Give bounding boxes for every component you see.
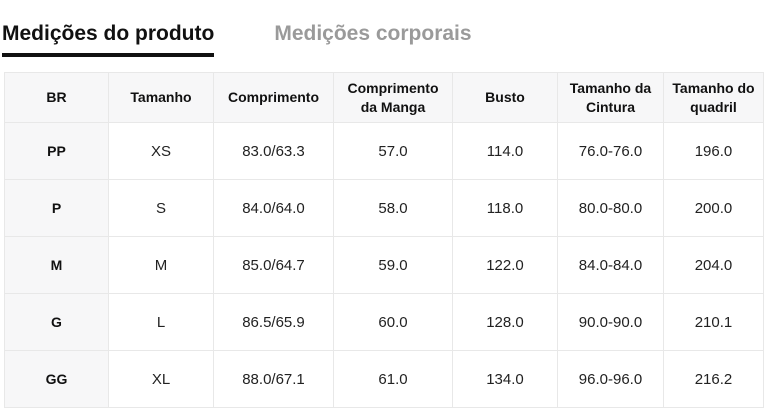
tab-product-measurements[interactable]: Medições do produto [2,21,215,58]
table-cell: XS [108,122,214,180]
tab-bar: Medições do produto Medições corporais [0,0,767,72]
table-cell: 128.0 [452,293,558,351]
row-header-cell: P [4,179,109,237]
row-header-cell: GG [4,350,109,408]
column-header: BR [4,72,109,123]
table-row: P S 84.0/64.0 58.0 118.0 80.0-80.0 200.0 [4,179,764,237]
column-header: Comprimento da Manga [333,72,453,123]
size-chart-table: BR Tamanho Comprimento Comprimento da Manga… [4,72,764,408]
table-cell: 122.0 [452,236,558,294]
table-cell: 200.0 [663,179,764,237]
table-cell: 80.0-80.0 [557,179,664,237]
column-header: Busto [452,72,558,123]
table-cell: 204.0 [663,236,764,294]
table-cell: 216.2 [663,350,764,408]
table-cell: 88.0/67.1 [213,350,334,408]
table-cell: 90.0-90.0 [557,293,664,351]
table-cell: 61.0 [333,350,453,408]
table-cell: 114.0 [452,122,558,180]
table-header-row: BR Tamanho Comprimento Comprimento da Manga… [4,72,764,123]
column-header: Tamanho do quadril [663,72,764,123]
table-cell: 84.0/64.0 [213,179,334,237]
table-cell: 83.0/63.3 [213,122,334,180]
table-cell: 58.0 [333,179,453,237]
column-header: Tamanho [108,72,214,123]
table-row: GG XL 88.0/67.1 61.0 134.0 96.0-96.0 216.2 [4,350,764,408]
table-cell: S [108,179,214,237]
table-row: PP XS 83.0/63.3 57.0 114.0 76.0-76.0 196.0 [4,122,764,180]
table-cell: 59.0 [333,236,453,294]
table-cell: 76.0-76.0 [557,122,664,180]
table-cell: 60.0 [333,293,453,351]
table-row: M M 85.0/64.7 59.0 122.0 84.0-84.0 204.0 [4,236,764,294]
table-cell: 196.0 [663,122,764,180]
table-cell: L [108,293,214,351]
table-cell: 134.0 [452,350,558,408]
row-header-cell: PP [4,122,109,180]
table-cell: 85.0/64.7 [213,236,334,294]
table-cell: 118.0 [452,179,558,237]
table-body: PP XS 83.0/63.3 57.0 114.0 76.0-76.0 196.0 P S 84… [4,122,764,408]
table-cell: XL [108,350,214,408]
tab-body-measurements[interactable]: Medições corporais [274,22,472,45]
table-cell: 96.0-96.0 [557,350,664,408]
table-cell: M [108,236,214,294]
column-header: Comprimento [213,72,334,123]
table-cell: 57.0 [333,122,453,180]
table-row: G L 86.5/65.9 60.0 128.0 90.0-90.0 210.1 [4,293,764,351]
table-cell: 86.5/65.9 [213,293,334,351]
table-cell: 84.0-84.0 [557,236,664,294]
row-header-cell: G [4,293,109,351]
table-cell: 210.1 [663,293,764,351]
row-header-cell: M [4,236,109,294]
column-header: Tamanho da Cintura [557,72,664,123]
